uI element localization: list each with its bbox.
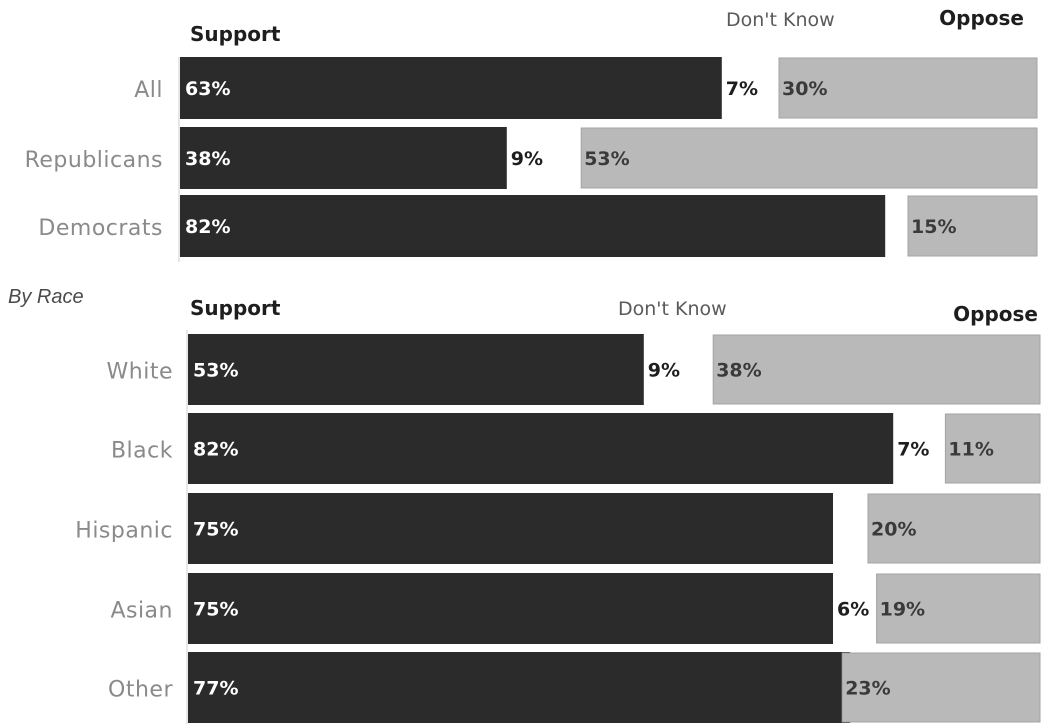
oppose-value-label: 30%: [782, 78, 827, 100]
category-label: Republicans: [25, 148, 163, 173]
oppose-bar: [944, 413, 1041, 484]
oppose-bar: [841, 652, 1041, 723]
oppose-value-label: 53%: [584, 148, 629, 170]
support-value-label: 53%: [193, 360, 238, 382]
header-oppose: Oppose: [939, 6, 1024, 30]
oppose-value-label: 11%: [948, 439, 993, 461]
category-label: Hispanic: [75, 519, 173, 544]
support-bar: [188, 493, 833, 564]
support-value-label: 63%: [185, 78, 230, 100]
category-label: Black: [111, 439, 173, 464]
category-label: All: [134, 78, 163, 103]
dont-know-value-label: 7%: [897, 439, 929, 461]
category-label: Asian: [110, 599, 173, 624]
category-label: White: [107, 360, 173, 385]
dont-know-value-label: 7%: [726, 78, 758, 100]
oppose-bar: [907, 195, 1038, 257]
support-value-label: 75%: [193, 599, 238, 621]
oppose-value-label: 20%: [871, 519, 916, 541]
oppose-value-label: 38%: [716, 360, 761, 382]
header-support: Support: [190, 22, 281, 46]
section-label: By Race: [8, 286, 84, 308]
support-bar: [180, 57, 722, 119]
support-value-label: 38%: [185, 148, 230, 170]
category-label: Other: [108, 678, 173, 703]
header-support: Support: [190, 296, 281, 320]
oppose-bar: [867, 493, 1041, 564]
oppose-value-label: 19%: [880, 599, 925, 621]
support-value-label: 82%: [193, 439, 238, 461]
dont-know-value-label: 9%: [511, 148, 543, 170]
dont-know-value-label: 6%: [837, 599, 869, 621]
dont-know-value-label: 9%: [648, 360, 680, 382]
support-value-label: 77%: [193, 678, 238, 700]
category-label: Democrats: [38, 216, 163, 241]
support-bar: [188, 413, 894, 484]
oppose-bar: [778, 57, 1038, 119]
support-bar: [188, 334, 644, 405]
oppose-value-label: 23%: [845, 678, 890, 700]
support-value-label: 82%: [185, 216, 230, 238]
support-bar: [180, 195, 886, 257]
support-value-label: 75%: [193, 519, 238, 541]
support-bar: [188, 573, 833, 644]
oppose-bar: [876, 573, 1041, 644]
header-dont-know: Don't Know: [618, 298, 727, 320]
oppose-bar: [712, 334, 1041, 405]
oppose-bar: [580, 127, 1038, 189]
oppose-value-label: 15%: [911, 216, 956, 238]
support-bar: [180, 127, 507, 189]
header-oppose: Oppose: [953, 302, 1038, 326]
header-dont-know: Don't Know: [726, 9, 835, 31]
support-bar: [188, 652, 851, 723]
